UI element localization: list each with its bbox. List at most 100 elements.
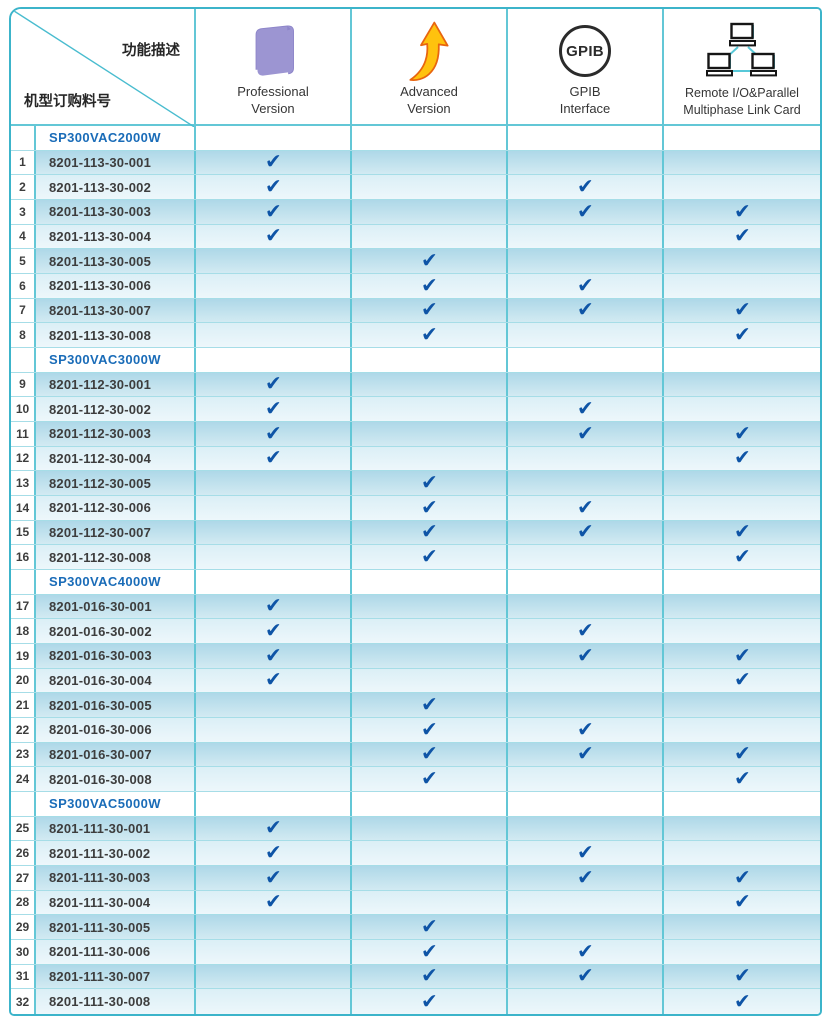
feature-cell-professional: ✔ — [196, 174, 352, 199]
feature-cell-advanced: ✔ — [352, 766, 508, 791]
feature-cell-remote — [664, 397, 820, 421]
table-row: 17 8201-016-30-001 ✔ — [11, 593, 820, 620]
row-number-cell: 26 — [11, 841, 36, 865]
feature-cell-professional: ✔ — [196, 667, 352, 693]
feature-cell-gpib: ✔ — [508, 717, 664, 742]
part-number-cell: 8201-113-30-007 — [36, 298, 196, 323]
feature-cell-professional: ✔ — [196, 396, 352, 421]
checkmark-icon: ✔ — [576, 494, 594, 520]
part-number-cell: 8201-113-30-004 — [36, 224, 196, 249]
feature-cell-professional: ✔ — [196, 223, 352, 249]
gpib-circle-text: GPIB — [559, 25, 611, 77]
part-number-cell: 8201-112-30-007 — [36, 520, 196, 545]
table-row: 27 8201-111-30-003 ✔ ✔ ✔ — [11, 865, 820, 891]
feature-cell-remote — [664, 175, 820, 199]
table-row: 13 8201-112-30-005 ✔ — [11, 469, 820, 496]
table-row: 26 8201-111-30-002 ✔ ✔ — [11, 839, 820, 866]
checkmark-icon: ✔ — [264, 815, 282, 840]
table-body: SP300VAC2000W 1 8201-113-30-001 ✔ 2 8201-113-… — [11, 126, 820, 1014]
feature-cell-professional — [196, 989, 352, 1014]
feature-cell-remote — [664, 372, 820, 397]
checkmark-icon: ✔ — [420, 741, 438, 766]
table-header-row: 功能描述 机型订购料号 Professional Version — [11, 9, 820, 127]
feature-cell-remote: ✔ — [664, 322, 820, 347]
feature-cell-remote: ✔ — [664, 865, 820, 890]
row-number-cell: 18 — [11, 619, 36, 643]
feature-cell-remote: ✔ — [664, 741, 820, 767]
checkmark-icon: ✔ — [733, 223, 751, 248]
checkmark-icon: ✔ — [576, 272, 594, 298]
feature-cell-advanced — [352, 791, 508, 816]
feature-cell-professional — [196, 915, 352, 939]
feature-cell-remote — [664, 495, 820, 520]
network-computers-icon — [704, 18, 780, 84]
feature-cell-remote — [664, 569, 820, 594]
checkmark-icon: ✔ — [264, 839, 282, 865]
checkmark-icon: ✔ — [420, 716, 438, 742]
feature-cell-gpib: ✔ — [508, 963, 664, 989]
checkmark-icon: ✔ — [733, 543, 751, 569]
checkmark-icon: ✔ — [576, 420, 594, 446]
checkmark-icon: ✔ — [420, 519, 438, 544]
checkmark-icon: ✔ — [420, 469, 438, 495]
feature-cell-advanced — [352, 347, 508, 372]
table-row: 23 8201-016-30-007 ✔ ✔ ✔ — [11, 741, 820, 768]
feature-cell-advanced — [352, 569, 508, 594]
feature-cell-gpib — [508, 446, 664, 471]
corner-header-cell: 功能描述 机型订购料号 — [11, 9, 196, 127]
checkmark-icon: ✔ — [576, 173, 594, 199]
feature-cell-professional — [196, 520, 352, 545]
row-number-cell: 9 — [11, 372, 36, 397]
row-number-cell: 16 — [11, 545, 36, 569]
feature-cell-advanced: ✔ — [352, 273, 508, 298]
row-number-cell: 32 — [11, 989, 36, 1014]
feature-cell-professional: ✔ — [196, 618, 352, 643]
row-number-cell: 6 — [11, 273, 36, 298]
part-number-cell: 8201-112-30-001 — [36, 372, 196, 397]
row-number-cell: 3 — [11, 199, 36, 224]
feature-cell-remote — [664, 347, 820, 372]
row-number-cell: 12 — [11, 446, 36, 471]
table-row: 22 8201-016-30-006 ✔ ✔ — [11, 716, 820, 743]
feature-cell-professional: ✔ — [196, 199, 352, 224]
checkmark-icon: ✔ — [420, 247, 438, 273]
label-line: Remote I/O&Parallel — [685, 86, 799, 101]
checkmark-icon: ✔ — [733, 519, 751, 544]
feature-cell-gpib — [508, 569, 664, 594]
feature-cell-professional — [196, 767, 352, 791]
checkmark-icon: ✔ — [576, 741, 594, 766]
part-number-cell: 8201-113-30-006 — [36, 273, 196, 298]
checkmark-icon: ✔ — [264, 445, 282, 470]
label-line: Interface — [559, 100, 611, 116]
table-row: 18 8201-016-30-002 ✔ ✔ — [11, 618, 820, 644]
feature-cell-advanced: ✔ — [352, 495, 508, 520]
diagonal-divider — [11, 9, 194, 127]
label-line: Version — [407, 100, 451, 116]
feature-cell-advanced — [352, 816, 508, 841]
part-number-cell: 8201-112-30-004 — [36, 446, 196, 471]
feature-cell-gpib: ✔ — [508, 643, 664, 668]
feature-cell-advanced: ✔ — [352, 938, 508, 964]
checkmark-icon: ✔ — [264, 642, 282, 668]
feature-cell-remote: ✔ — [664, 963, 820, 989]
part-number-cell: 8201-111-30-003 — [36, 865, 196, 890]
feature-cell-remote — [664, 249, 820, 273]
part-number-cell: 8201-111-30-006 — [36, 939, 196, 964]
row-number-cell: 29 — [11, 915, 36, 939]
feature-cell-remote — [664, 273, 820, 298]
table-row: 14 8201-112-30-006 ✔ ✔ — [11, 494, 820, 521]
feature-cell-advanced: ✔ — [352, 469, 508, 495]
checkmark-icon: ✔ — [420, 938, 438, 964]
row-number-cell: 20 — [11, 668, 36, 693]
checkmark-icon: ✔ — [733, 988, 751, 1013]
part-number-cell: 8201-113-30-003 — [36, 199, 196, 224]
part-number-cell: 8201-111-30-002 — [36, 841, 196, 865]
feature-cell-professional — [196, 569, 352, 594]
feature-cell-gpib — [508, 816, 664, 841]
checkmark-icon: ✔ — [264, 371, 282, 396]
feature-cell-gpib: ✔ — [508, 618, 664, 643]
part-number-cell: 8201-016-30-006 — [36, 717, 196, 742]
feature-cell-advanced: ✔ — [352, 247, 508, 273]
feature-cell-gpib — [508, 224, 664, 249]
